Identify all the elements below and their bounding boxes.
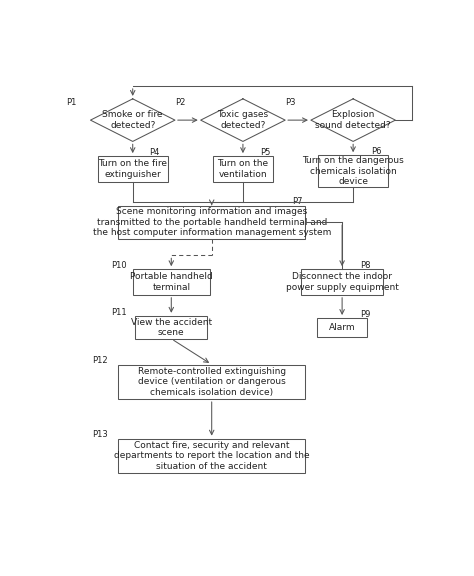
Text: P10: P10: [110, 261, 126, 270]
Text: P3: P3: [285, 97, 296, 107]
Text: Turn on the dangerous
chemicals isolation
device: Turn on the dangerous chemicals isolatio…: [302, 156, 404, 186]
Polygon shape: [201, 99, 285, 142]
Text: P13: P13: [92, 430, 108, 439]
Text: P2: P2: [175, 97, 185, 107]
Text: Smoke or fire
detected?: Smoke or fire detected?: [102, 111, 163, 130]
Text: P11: P11: [110, 308, 126, 317]
Text: P4: P4: [149, 148, 160, 157]
Bar: [118, 206, 305, 239]
Bar: [98, 156, 168, 182]
Text: P12: P12: [92, 356, 108, 365]
Text: Contact fire, security and relevant
departments to report the location and the
s: Contact fire, security and relevant depa…: [114, 441, 310, 471]
Text: Scene monitoring information and images
transmitted to the portable handheld ter: Scene monitoring information and images …: [92, 207, 331, 237]
Text: Explosion
sound detected?: Explosion sound detected?: [315, 111, 391, 130]
Text: P8: P8: [360, 261, 371, 270]
Text: Remote-controlled extinguishing
device (ventilation or dangerous
chemicals isola: Remote-controlled extinguishing device (…: [137, 367, 286, 397]
Text: Turn on the
ventilation: Turn on the ventilation: [218, 159, 268, 179]
Text: P5: P5: [260, 148, 271, 157]
Bar: [317, 318, 367, 336]
Bar: [301, 269, 383, 295]
Bar: [318, 155, 388, 187]
Polygon shape: [311, 99, 395, 142]
Bar: [136, 316, 207, 339]
Text: P6: P6: [371, 147, 381, 156]
Bar: [133, 269, 210, 295]
Text: P9: P9: [360, 310, 371, 319]
Bar: [213, 156, 273, 182]
Text: Toxic gases
detected?: Toxic gases detected?: [218, 111, 268, 130]
Text: Portable handheld
terminal: Portable handheld terminal: [130, 272, 213, 291]
Text: Turn on the fire
extinguisher: Turn on the fire extinguisher: [98, 159, 167, 179]
Bar: [118, 365, 305, 399]
Text: Disconnect the indoor
power supply equipment: Disconnect the indoor power supply equip…: [286, 272, 399, 291]
Bar: [118, 438, 305, 473]
Text: P1: P1: [66, 97, 77, 107]
Text: Alarm: Alarm: [329, 323, 356, 332]
Polygon shape: [91, 99, 175, 142]
Text: P7: P7: [292, 197, 303, 206]
Text: View the accident
scene: View the accident scene: [131, 317, 212, 337]
